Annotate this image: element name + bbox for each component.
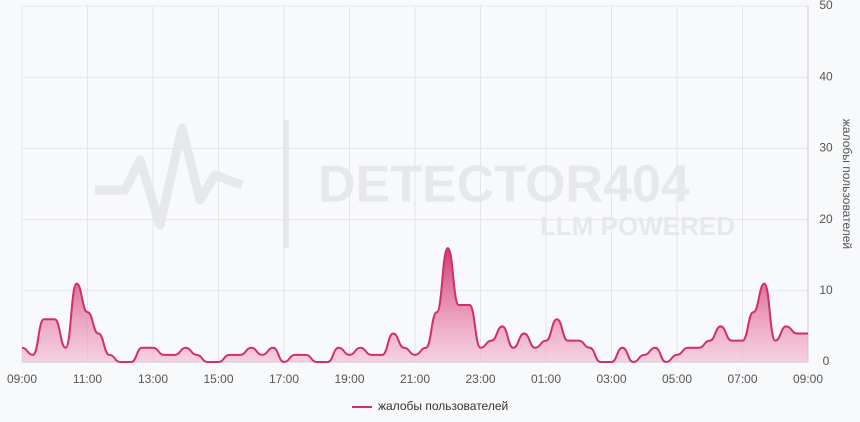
x-tick-label: 13:00 <box>138 372 168 386</box>
x-tick-label: 07:00 <box>727 372 757 386</box>
x-tick-label: 03:00 <box>596 372 626 386</box>
x-tick-label: 21:00 <box>400 372 430 386</box>
legend-label: жалобы пользователей <box>378 399 508 413</box>
x-tick-label: 15:00 <box>203 372 233 386</box>
y-tick-label: 30 <box>819 141 833 155</box>
x-tick-label: 23:00 <box>465 372 495 386</box>
x-tick-label: 01:00 <box>531 372 561 386</box>
area-fill <box>22 248 808 362</box>
x-tick-label: 09:00 <box>793 372 823 386</box>
x-tick-label: 09:00 <box>7 372 37 386</box>
plot-area <box>21 5 809 364</box>
watermark: DETECTOR404 LLM POWERED <box>95 120 735 248</box>
y-tick-label: 10 <box>819 283 833 297</box>
x-tick-label: 11:00 <box>73 372 102 386</box>
watermark-subtitle: LLM POWERED <box>540 211 735 241</box>
y-tick-label: 0 <box>823 354 830 368</box>
watermark-title: DETECTOR404 <box>318 156 690 214</box>
y-axis-title: жалобы пользователей <box>840 119 854 249</box>
y-tick-label: 40 <box>819 69 833 83</box>
x-tick-label: 19:00 <box>334 372 364 386</box>
x-tick-label: 17:00 <box>269 372 299 386</box>
line <box>21 247 808 364</box>
watermark-icon <box>95 123 244 230</box>
y-tick-label: 20 <box>819 212 833 226</box>
y-tick-label: 50 <box>819 0 833 12</box>
watermark-divider <box>283 120 289 248</box>
x-tick-label: 05:00 <box>662 372 692 386</box>
